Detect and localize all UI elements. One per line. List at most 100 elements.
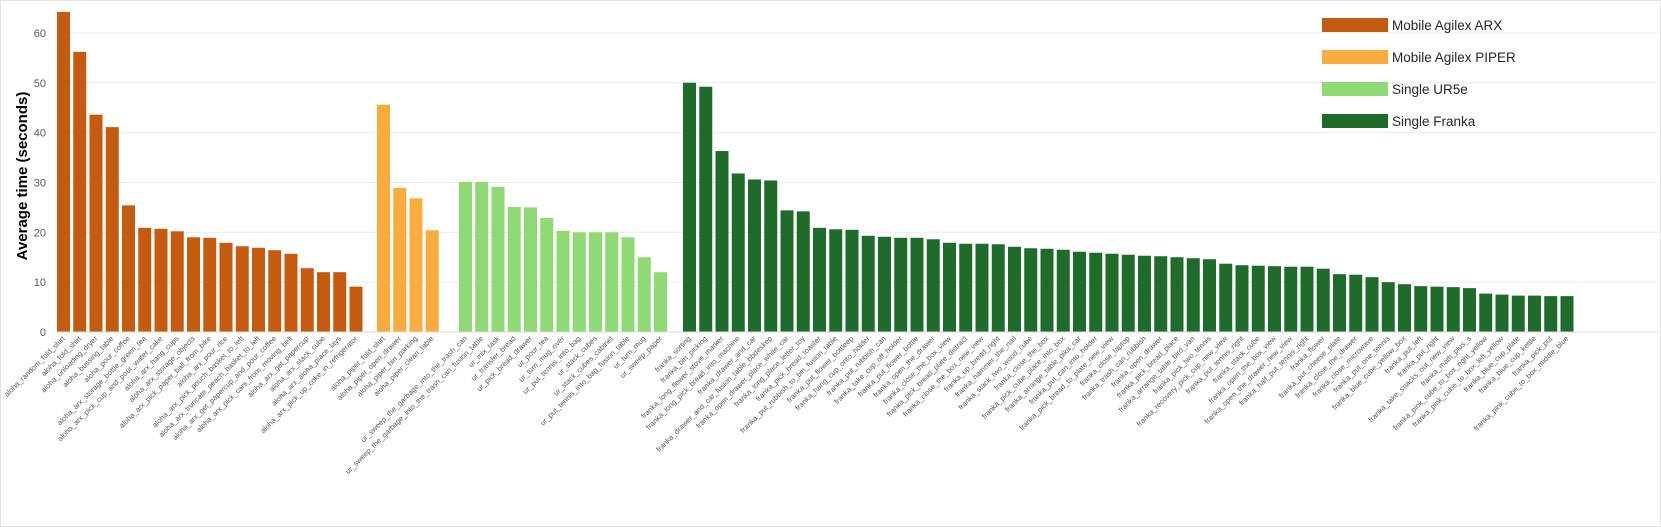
bar: [813, 227, 826, 332]
bar: [572, 232, 586, 332]
legend-label: Mobile Agilex PIPER: [1392, 50, 1516, 65]
bar: [1251, 265, 1265, 332]
bar: [235, 246, 249, 332]
y-tick-label: 40: [34, 128, 46, 140]
bar: [1105, 253, 1119, 332]
legend-swatch: [1322, 82, 1388, 96]
bar: [621, 237, 635, 332]
bar: [894, 237, 908, 332]
bar: [540, 217, 554, 332]
bar: [393, 187, 407, 332]
bar: [845, 229, 859, 332]
bar: [122, 205, 135, 332]
bar: [1186, 258, 1200, 332]
bar: [1333, 274, 1346, 332]
bar: [459, 181, 472, 332]
bar: [991, 244, 1005, 332]
bar: [1381, 282, 1395, 332]
bar: [491, 186, 505, 332]
bar: [187, 237, 200, 332]
bar: [1398, 284, 1411, 332]
bar: [605, 232, 619, 332]
bar: [715, 151, 729, 332]
bar: [1544, 296, 1558, 332]
bar: [1121, 254, 1135, 332]
bar: [349, 286, 363, 332]
bar: [637, 257, 651, 332]
bar: [1316, 268, 1330, 332]
bar: [1219, 263, 1233, 332]
bar: [1268, 266, 1281, 332]
legend-swatch: [1322, 50, 1388, 64]
bar: [154, 228, 168, 332]
bar: [1040, 248, 1054, 332]
bar: [1495, 294, 1509, 332]
y-axis-tick-labels: 0 10 20 30 40 50 60: [34, 28, 46, 339]
bar: [861, 235, 875, 332]
bar: [589, 232, 602, 332]
y-tick-label: 0: [40, 327, 46, 339]
bar: [203, 237, 217, 332]
legend-label: Single UR5e: [1392, 82, 1468, 97]
legend-label: Single Franka: [1392, 114, 1476, 129]
bar: [1446, 287, 1460, 332]
legend: Mobile Agilex ARX Mobile Agilex PIPER Sing…: [1322, 18, 1516, 129]
legend-swatch: [1322, 114, 1388, 128]
bar: [878, 236, 891, 332]
y-axis-title: Average time (seconds): [14, 92, 31, 261]
bar: [89, 114, 103, 332]
bar: [943, 242, 956, 332]
bar: [1089, 252, 1103, 332]
bar: [409, 198, 423, 332]
bar: [475, 181, 489, 332]
bar: [425, 230, 439, 332]
bar: [284, 253, 298, 332]
bar: [300, 268, 314, 332]
bar: [796, 211, 810, 332]
legend-swatch: [1322, 18, 1388, 32]
bar: [1414, 286, 1428, 332]
bar: [683, 82, 696, 333]
bar: [1154, 256, 1168, 332]
bar: [975, 243, 989, 332]
bar: [1203, 259, 1216, 332]
bar: [333, 272, 347, 332]
bar: [1528, 295, 1541, 332]
bar: [317, 272, 330, 332]
bar: [1365, 277, 1379, 332]
bar: [1463, 288, 1476, 332]
bar: [1300, 266, 1314, 332]
bar: [377, 104, 390, 332]
bar: [1349, 274, 1363, 332]
y-tick-label: 60: [34, 28, 46, 40]
bar: [1430, 286, 1444, 332]
bar: [1008, 246, 1021, 332]
bar: [507, 206, 521, 332]
bar: [219, 242, 233, 332]
bar: [1073, 251, 1086, 332]
bar: [654, 272, 667, 332]
bar: [170, 231, 184, 332]
bar: [1170, 257, 1184, 332]
bars: [57, 11, 1574, 333]
bar: [699, 86, 713, 332]
bar: [959, 243, 973, 332]
y-tick-label: 30: [34, 177, 46, 189]
bar: [1560, 296, 1574, 332]
bar: [1511, 295, 1525, 332]
bar: [731, 173, 745, 332]
bar: [780, 210, 794, 332]
bar: [73, 51, 87, 332]
bar: [748, 179, 761, 332]
legend-label: Mobile Agilex ARX: [1392, 18, 1502, 33]
bar: [105, 127, 119, 332]
bar: [268, 250, 282, 332]
bar: [1138, 255, 1151, 332]
bar: [926, 239, 940, 332]
bar: [252, 247, 265, 332]
bar: [764, 180, 778, 332]
y-tick-label: 50: [34, 78, 46, 90]
y-tick-label: 10: [34, 277, 46, 289]
